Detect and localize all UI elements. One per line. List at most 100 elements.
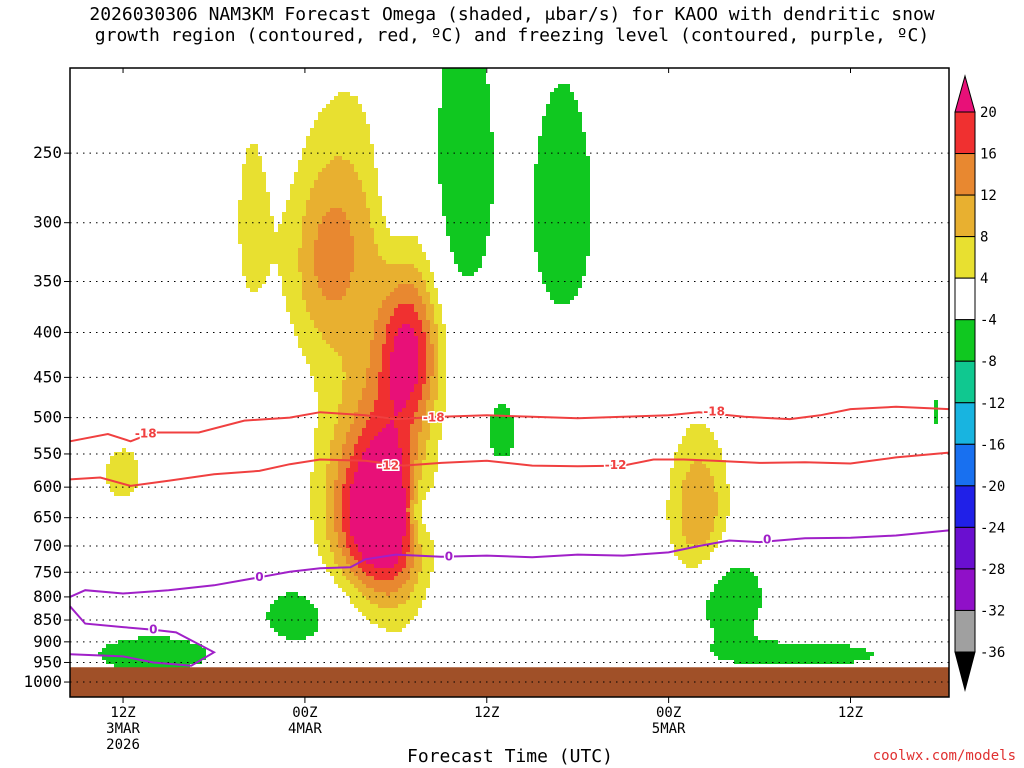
omega-cell	[446, 144, 450, 148]
omega-cell	[302, 312, 306, 316]
omega-cell	[334, 408, 338, 412]
omega-cell	[130, 464, 134, 468]
omega-cell	[362, 576, 366, 580]
omega-cell	[366, 304, 370, 308]
omega-cell	[334, 296, 338, 300]
omega-cell	[126, 480, 130, 484]
omega-cell	[358, 472, 362, 476]
omega-cell	[366, 156, 370, 160]
omega-cell	[346, 264, 350, 268]
omega-cell	[406, 420, 410, 424]
omega-cell	[326, 120, 330, 124]
omega-cell	[342, 140, 346, 144]
omega-cell	[462, 268, 466, 272]
omega-cell	[478, 92, 482, 96]
omega-cell	[342, 432, 346, 436]
omega-cell	[414, 420, 418, 424]
omega-cell	[454, 144, 458, 148]
omega-cell	[362, 244, 366, 248]
omega-cell	[374, 576, 378, 580]
omega-cell	[374, 244, 378, 248]
omega-cell	[242, 184, 246, 188]
omega-cell	[422, 472, 426, 476]
omega-cell	[406, 528, 410, 532]
omega-cell	[474, 180, 478, 184]
omega-cell	[326, 568, 330, 572]
omega-cell	[366, 300, 370, 304]
omega-cell	[314, 516, 318, 520]
omega-cell	[366, 432, 370, 436]
omega-cell	[466, 88, 470, 92]
omega-cell	[398, 452, 402, 456]
omega-cell	[326, 196, 330, 200]
omega-cell	[258, 192, 262, 196]
omega-cell	[410, 420, 414, 424]
omega-cell	[358, 292, 362, 296]
omega-cell	[346, 168, 350, 172]
omega-cell	[454, 192, 458, 196]
omega-cell	[418, 524, 422, 528]
omega-cell	[166, 636, 170, 640]
omega-cell	[306, 312, 310, 316]
omega-cell	[378, 512, 382, 516]
omega-cell	[350, 428, 354, 432]
omega-cell	[290, 616, 294, 620]
omega-cell	[414, 532, 418, 536]
omega-cell	[302, 612, 306, 616]
omega-cell	[490, 184, 494, 188]
omega-cell	[418, 552, 422, 556]
omega-cell	[406, 592, 410, 596]
omega-cell	[442, 104, 446, 108]
omega-cell	[322, 396, 326, 400]
omega-cell	[462, 140, 466, 144]
omega-cell	[370, 512, 374, 516]
omega-cell	[402, 304, 406, 308]
omega-cell	[306, 160, 310, 164]
omega-cell	[454, 104, 458, 108]
omega-cell	[422, 524, 426, 528]
omega-cell	[326, 236, 330, 240]
omega-cell	[462, 252, 466, 256]
omega-cell	[502, 432, 506, 436]
omega-cell	[358, 156, 362, 160]
omega-cell	[366, 196, 370, 200]
omega-cell	[318, 324, 322, 328]
omega-cell	[458, 192, 462, 196]
omega-cell	[318, 352, 322, 356]
omega-cell	[438, 320, 442, 324]
omega-cell	[266, 200, 270, 204]
omega-cell	[378, 400, 382, 404]
omega-cell	[282, 220, 286, 224]
omega-cell	[346, 148, 350, 152]
omega-cell	[310, 192, 314, 196]
omega-cell	[366, 512, 370, 516]
omega-cell	[394, 276, 398, 280]
omega-cell	[390, 328, 394, 332]
omega-cell	[506, 444, 510, 448]
omega-cell	[290, 188, 294, 192]
omega-cell	[398, 476, 402, 480]
omega-cell	[442, 340, 446, 344]
omega-cell	[474, 116, 478, 120]
omega-cell	[322, 192, 326, 196]
omega-cell	[402, 392, 406, 396]
omega-cell	[334, 368, 338, 372]
omega-cell	[318, 304, 322, 308]
omega-cell	[158, 644, 162, 648]
omega-cell	[470, 212, 474, 216]
omega-cell	[362, 376, 366, 380]
omega-cell	[330, 200, 334, 204]
omega-cell	[382, 548, 386, 552]
omega-cell	[386, 324, 390, 328]
omega-cell	[366, 448, 370, 452]
omega-cell	[326, 132, 330, 136]
omega-cell	[334, 216, 338, 220]
omega-cell	[246, 148, 250, 152]
omega-cell	[454, 212, 458, 216]
omega-cell	[242, 176, 246, 180]
omega-cell	[386, 296, 390, 300]
omega-cell	[410, 616, 414, 620]
omega-cell	[398, 260, 402, 264]
omega-cell	[342, 560, 346, 564]
omega-cell	[478, 148, 482, 152]
